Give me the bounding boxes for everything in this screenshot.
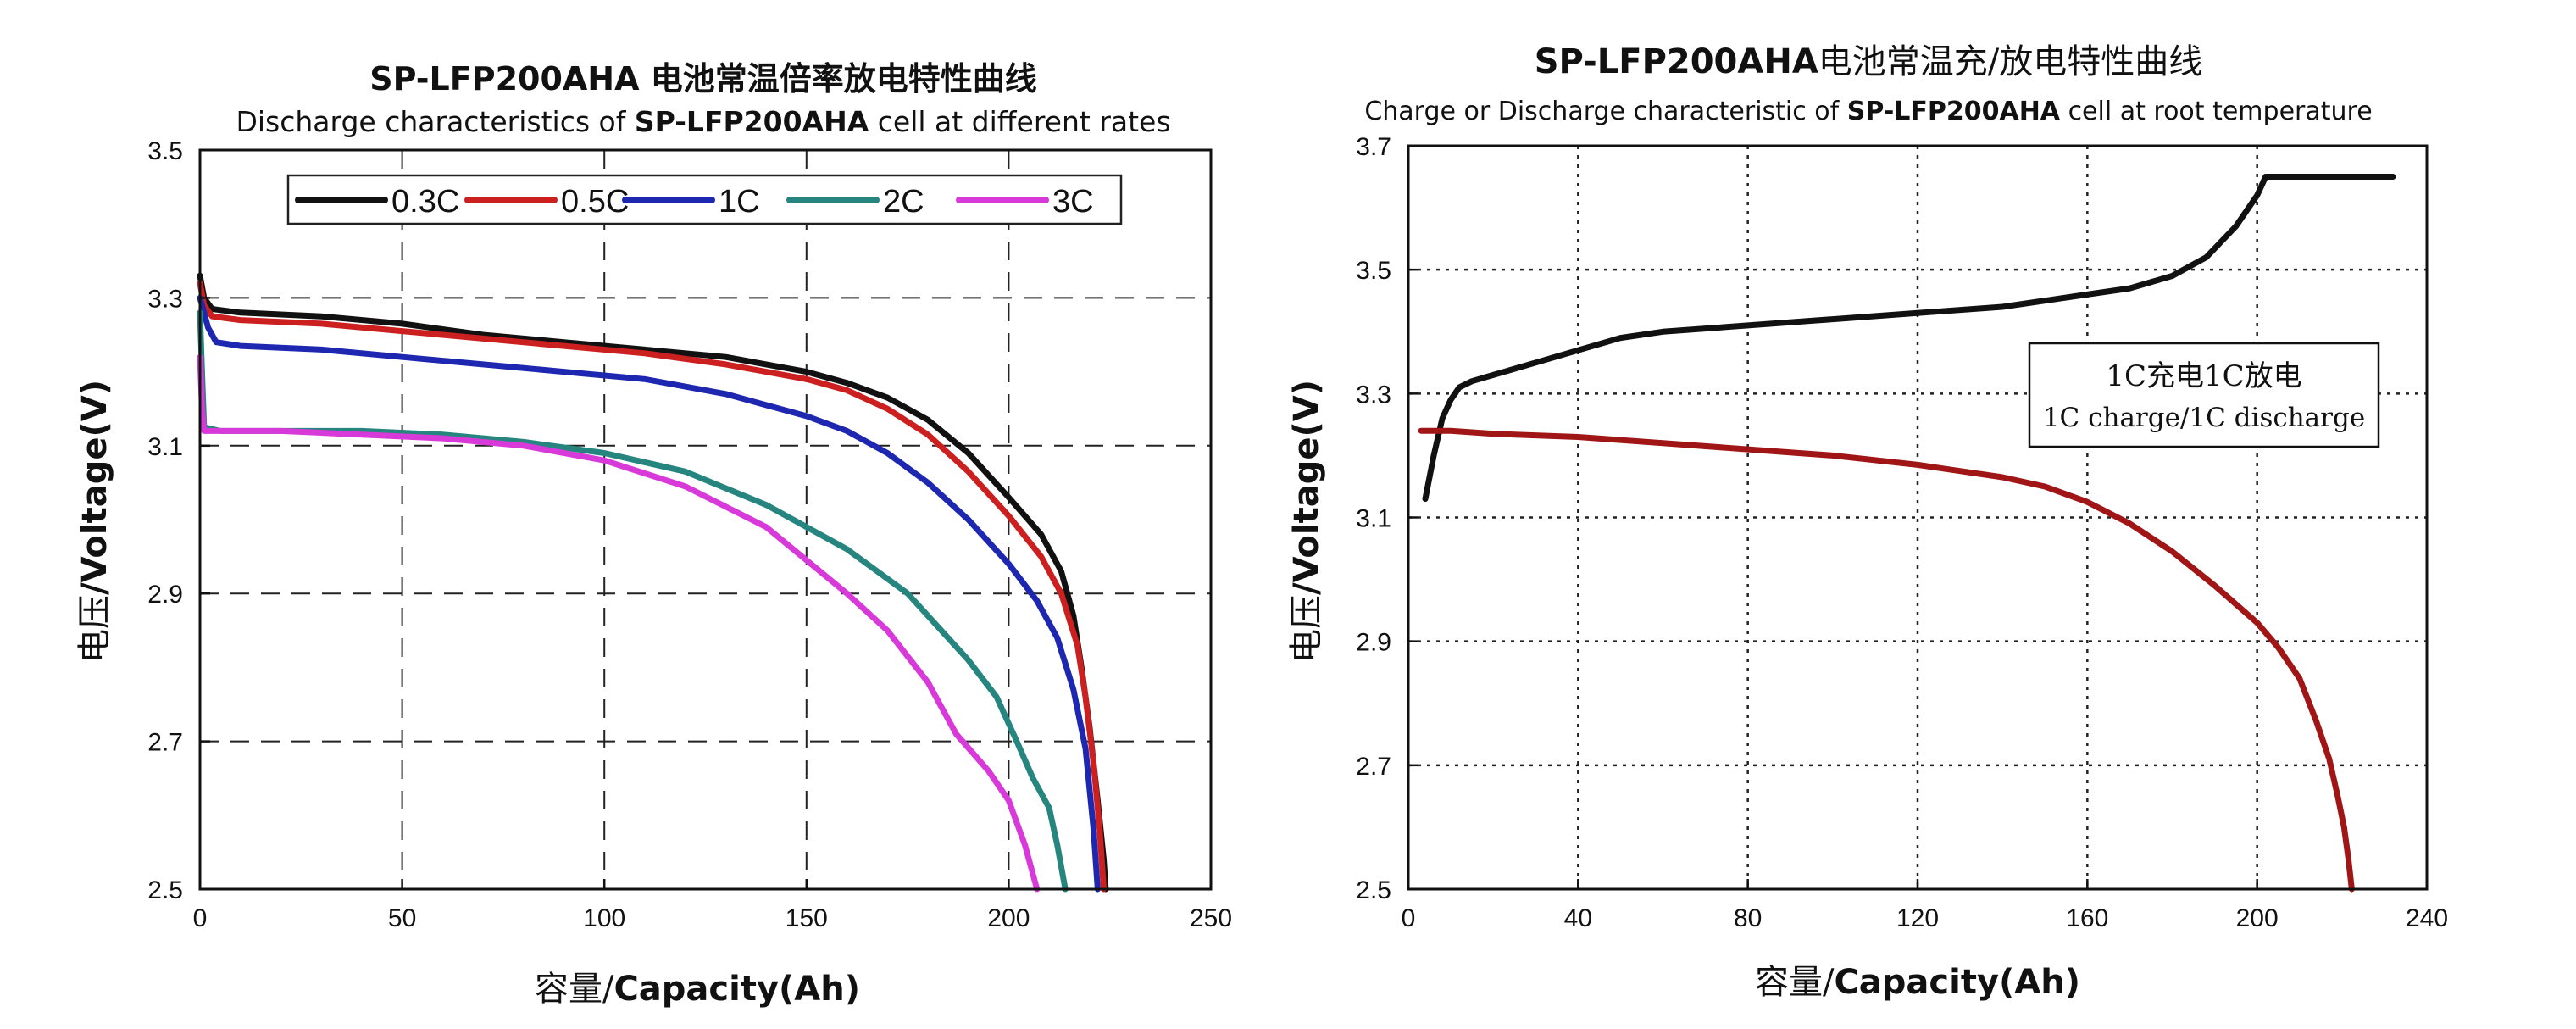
left-chart-x-tick-label: 100 [583,904,625,932]
left-chart-y-tick-label: 3.1 [147,433,183,461]
right-chart-y-tick-label: 2.9 [1356,629,1391,657]
right-chart-y-tick-label: 2.7 [1356,753,1391,781]
right-chart-x-tick-label: 40 [1564,904,1592,932]
left-chart-series [197,272,1109,893]
left-chart-x-tick-label: 150 [786,904,828,932]
right-chart-x-axis-label: 容量/Capacity(Ah) [1755,963,2080,1002]
right-chart-title: SP-LFP200AHA电池常温充/放电特性曲线 [1535,42,2203,81]
left-chart-x-tick-label: 250 [1190,904,1232,932]
legend-label-0_5c: 0.5C [561,184,629,220]
left-chart-subtitle: Discharge characteristics of SP-LFP200AH… [236,105,1170,138]
left-chart-series-1c [197,294,1101,893]
right-chart-y-tick-label: 3.7 [1356,133,1391,161]
left-chart-grid [200,150,1211,889]
right-chart-x-tick-label: 160 [2066,904,2108,932]
right-chart-y-tick-label: 3.5 [1356,257,1391,285]
right-chart-y-axis-label: 电压/Voltage(V) [1287,380,1326,663]
left-chart-series-0_5c [197,280,1107,893]
left-chart-x-axis-label: 容量/Capacity(Ah) [535,970,860,1009]
left-chart-series-0_3c [197,272,1109,893]
right-chart-x-tick-label: 0 [1402,904,1416,932]
right-chart-y-tick-label: 3.1 [1356,505,1391,533]
right-chart-ticks: 2.5 2.7 2.9 3.1 3.3 3.5 3.7 0 40 80 120 160 200 240 [1356,133,2448,932]
right-chart-y-tick-label: 2.5 [1356,876,1391,904]
left-chart-y-tick-label: 2.5 [147,876,183,904]
left-chart-y-tick-label: 2.7 [147,729,183,757]
right-chart-y-tick-label: 3.3 [1356,381,1391,409]
right-chart-annotation-box [2028,342,2380,448]
legend-label-3c: 3C [1052,184,1094,220]
left-chart-y-tick-label: 3.3 [147,285,183,313]
right-chart-series-discharge [1418,427,2355,893]
left-chart-x-tick-label: 200 [987,904,1030,932]
right-chart-series-charge [1422,174,2396,503]
right-chart-subtitle: Charge or Discharge characteristic of SP… [1364,97,2372,126]
left-chart-x-tick-label: 0 [193,904,208,932]
right-chart-annotation-line1: 1C充电1C放电 [2106,359,2301,393]
left-chart-series-3c [197,353,1041,893]
legend-label-2c: 2C [883,184,924,220]
left-chart-plot-frame [198,148,1213,891]
right-chart: SP-LFP200AHA电池常温充/放电特性曲线 Charge or Disch… [1287,42,2448,1002]
left-chart-legend: 0.3C 0.5C 1C 2C 3C [286,174,1123,225]
left-chart-series-2c [197,309,1069,893]
left-chart-y-tick-label: 3.5 [147,137,183,165]
right-chart-x-tick-label: 240 [2406,904,2448,932]
left-chart-x-tick-label: 50 [388,904,416,932]
left-chart-title: SP-LFP200AHA 电池常温倍率放电特性曲线 [369,60,1037,97]
right-chart-series [1418,174,2396,893]
right-chart-annotation: 1C充电1C放电 1C charge/1C discharge [2028,342,2380,448]
legend-label-0_3c: 0.3C [391,184,459,220]
legend-label-1c: 1C [719,184,760,220]
left-chart: SP-LFP200AHA 电池常温倍率放电特性曲线 Discharge char… [75,60,1232,1009]
right-chart-x-tick-label: 200 [2236,904,2279,932]
right-chart-x-tick-label: 80 [1734,904,1762,932]
left-chart-y-axis-label: 电压/Voltage(V) [75,380,114,663]
left-chart-y-tick-label: 2.9 [147,581,183,609]
right-chart-x-tick-label: 120 [1896,904,1939,932]
left-chart-ticks: 2.5 2.7 2.9 3.1 3.3 3.5 0 50 100 150 200 250 [147,137,1232,932]
right-chart-annotation-line2: 1C charge/1C discharge [2043,403,2365,433]
right-chart-grid [1408,146,2427,889]
right-chart-plot-frame [1407,144,2429,891]
